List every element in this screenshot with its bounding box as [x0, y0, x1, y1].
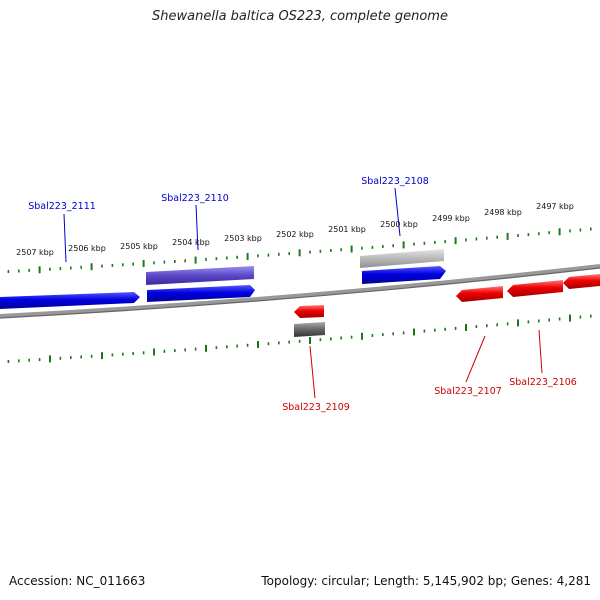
leader-sbal223-2111 [63, 213, 67, 263]
tick-label-2498: 2498 kbp [484, 208, 522, 217]
gene-sbal223-2110-arrow[interactable] [147, 285, 255, 302]
tick-label-2502: 2502 kbp [276, 230, 314, 239]
gene-label-sbal223-2111[interactable]: Sbal223_2111 [28, 201, 96, 212]
inner-ruler [7, 314, 592, 363]
gene-label-sbal223-2110[interactable]: Sbal223_2110 [161, 193, 229, 204]
genome-backbone [0, 264, 600, 318]
genome-summary-text: Topology: circular; Length: 5,145,902 bp… [261, 574, 591, 588]
feature-purple-box[interactable] [146, 266, 254, 285]
map-title: Shewanella baltica OS223, complete genom… [152, 9, 448, 24]
gene-sbal223-2109-arrow[interactable] [294, 305, 324, 318]
gene-label-sbal223-2108[interactable]: Sbal223_2108 [361, 176, 429, 187]
gene-sbal223-2106-arrow[interactable] [507, 280, 563, 297]
outer-ruler [7, 227, 592, 274]
gene-next-arrow[interactable] [563, 274, 600, 289]
leader-sbal223-2109 [309, 345, 316, 399]
tick-label-2497: 2497 kbp [536, 202, 574, 211]
tick-label-2499: 2499 kbp [432, 214, 470, 223]
tick-label-2501: 2501 kbp [328, 225, 366, 234]
tick-label-2505: 2505 kbp [120, 242, 158, 251]
accession-text: Accession: NC_011663 [9, 574, 146, 588]
leader-sbal223-2108 [394, 187, 401, 237]
tick-label-2500: 2500 kbp [380, 220, 418, 229]
leader-sbal223-2106 [538, 329, 543, 374]
gene-label-sbal223-2107[interactable]: Sbal223_2107 [434, 386, 502, 397]
gene-sbal223-2107-arrow[interactable] [456, 286, 503, 302]
leader-sbal223-2110 [195, 204, 199, 251]
leader-sbal223-2107 [465, 335, 486, 383]
gene-label-sbal223-2106[interactable]: Sbal223_2106 [509, 377, 577, 388]
gene-label-sbal223-2109[interactable]: Sbal223_2109 [282, 402, 350, 413]
genome-backbone-shade [0, 267, 600, 319]
tick-label-2504: 2504 kbp [172, 238, 210, 247]
gene-sbal223-2111-arrow[interactable] [0, 292, 140, 309]
feature-gray-box-bottom[interactable] [294, 322, 325, 337]
feature-gray-box-top[interactable] [360, 249, 444, 268]
tick-label-2506: 2506 kbp [68, 244, 106, 253]
gene-sbal223-2108-arrow[interactable] [362, 266, 446, 284]
tick-label-2503: 2503 kbp [224, 234, 262, 243]
tick-label-2507: 2507 kbp [16, 248, 54, 257]
